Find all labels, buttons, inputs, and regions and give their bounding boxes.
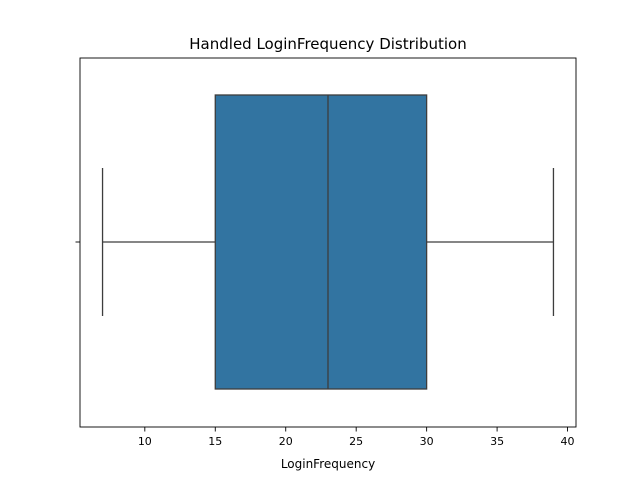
x-tick-label: 15	[208, 435, 222, 448]
x-tick-label: 10	[138, 435, 152, 448]
x-tick-label: 35	[490, 435, 504, 448]
box-marks	[101, 94, 555, 390]
x-tick-label: 40	[561, 435, 575, 448]
x-tick-label: 30	[420, 435, 434, 448]
x-axis-ticks: 10 15 20 25 30 35 40	[138, 427, 575, 448]
x-tick-label: 25	[349, 435, 363, 448]
chart-title: Handled LoginFrequency Distribution	[189, 35, 466, 53]
interquartile-box	[214, 94, 428, 390]
x-axis-label: LoginFrequency	[281, 457, 375, 471]
x-tick-label: 20	[279, 435, 293, 448]
plot-area-frame	[79, 57, 577, 428]
